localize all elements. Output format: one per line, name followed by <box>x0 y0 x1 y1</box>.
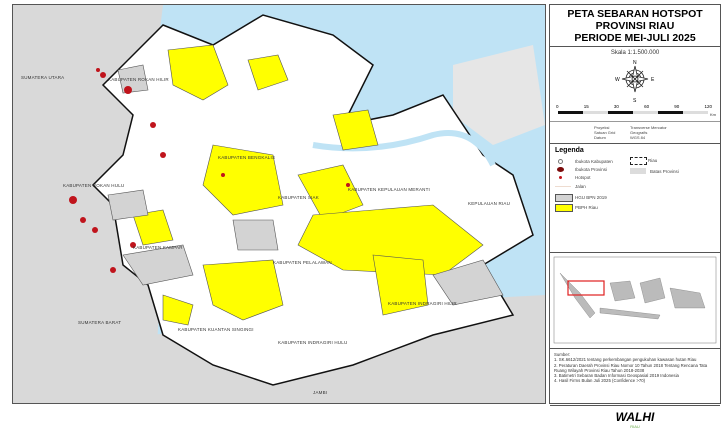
logo-sub: RIAU <box>630 424 640 429</box>
islands-east <box>453 45 545 145</box>
projection-value: Transverse Mercator <box>630 125 667 130</box>
tick: 120 <box>704 104 712 109</box>
compass-w: W <box>615 77 620 83</box>
source-item: 3. Batimetri Sebaran Badan Informasi Geo… <box>554 373 679 379</box>
inset-map-canvas <box>553 256 717 344</box>
label-rokan-hulu: KABUPATEN ROKAN HULU <box>63 183 125 188</box>
sources-title: Sumber: <box>554 352 571 357</box>
label-kepulauan-riau: KEPULAUAN RIAU <box>468 201 511 206</box>
source-item: 2. Peraturan Daerah Provinsi Riau Nomor … <box>554 362 708 373</box>
legend-label: Batas Provinsi <box>650 169 679 174</box>
datum-value: WGS 84 <box>630 135 646 140</box>
pbph-areas <box>132 44 484 326</box>
compass-n: N <box>633 60 637 66</box>
map-info-panel: PETA SEBARAN HOTSPOT PROVINSI RIAU PERIO… <box>549 4 721 429</box>
label-jambi: JAMBI <box>313 390 328 395</box>
grid-label: Satuan Grid <box>594 130 616 135</box>
label-kampar: KABUPATEN KAMPAR <box>133 245 183 250</box>
scale-text: Skala 1:1.500.000 <box>610 50 660 56</box>
label-kuantan-singingi: KABUPATEN KUANTAN SINGINGI <box>178 327 254 332</box>
logo-text: WALHI <box>615 410 655 424</box>
map-canvas <box>13 5 545 403</box>
legend-title: Legenda <box>555 147 584 154</box>
dark-red-dot-icon <box>557 167 564 172</box>
tick: 60 <box>644 104 650 109</box>
dashed-box-icon <box>630 157 647 165</box>
projection-label: Proyeksi <box>594 125 610 130</box>
yellow-box-icon <box>555 204 573 212</box>
scale-section: Skala 1:1.500.000 N E S W 0 15 30 60 90 … <box>550 47 720 144</box>
label-sumatera-barat: SUMATERA BARAT <box>78 320 122 325</box>
label-sumatera-utara: SUMATERA UTARA <box>21 75 65 80</box>
tick: 90 <box>674 104 680 109</box>
title-line-3: PERIODE MEI-JULI 2025 <box>574 32 696 44</box>
sources: Sumber: 1. SK.6612/2021 tentang perkemba… <box>550 349 720 406</box>
map-frame: SUMATERA UTARA KABUPATEN ROKAN HILIR KAB… <box>12 4 546 404</box>
legend-label: Ibukota Provinsi <box>575 167 608 172</box>
inset-map <box>550 253 720 349</box>
tick: 0 <box>556 104 559 109</box>
projection-values: Transverse Mercator Geografis WGS 84 <box>630 125 667 140</box>
label-pelalawan: KABUPATEN PELALAWAN <box>273 260 332 265</box>
hotspots <box>69 68 350 273</box>
circle-dot-icon <box>558 159 563 164</box>
compass-s: S <box>633 98 637 104</box>
label-indragiri-hulu: KABUPATEN INDRAGIRI HULU <box>278 340 348 345</box>
legend: Legenda Ibukota Kabupaten Ibukota Provin… <box>550 144 720 253</box>
legend-label: Hotspot <box>575 175 591 180</box>
grid-value: Geografis <box>630 130 648 135</box>
tick: 30 <box>613 104 619 109</box>
map-title: PETA SEBARAN HOTSPOT PROVINSI RIAU PERIO… <box>550 5 720 47</box>
scale-bar <box>558 111 708 114</box>
label-indragiri-hilir: KABUPATEN INDRAGIRI HILIR <box>388 301 457 306</box>
scale-unit: Km <box>710 112 716 117</box>
projection-labels: Proyeksi Satuan Grid Datum <box>594 125 615 140</box>
red-dot-icon <box>559 176 562 179</box>
title-line-2: PROVINSI RIAU <box>595 20 675 32</box>
label-meranti: KABUPATEN KEPULAUAN MERANTI <box>348 187 430 192</box>
light-gray-box-icon <box>630 168 646 174</box>
compass-e: E <box>651 77 655 83</box>
label-rokan-hilir: KABUPATEN ROKAN HILIR <box>108 77 169 82</box>
label-siak: KABUPATEN SIAK <box>278 195 319 200</box>
tick: 15 <box>583 104 589 109</box>
road-line-icon <box>555 186 571 187</box>
scale-ticks: 0 15 30 60 90 120 <box>556 104 712 109</box>
walhi-logo: WALHI RIAU <box>550 406 720 429</box>
legend-label: Riau <box>648 158 658 163</box>
source-item: 1. SK.6612/2021 tentang perkembangan pen… <box>554 357 697 363</box>
compass-icon: N E S W <box>615 60 655 104</box>
source-item: 4. Hasil Firms Bulan Juli 2025 (Confiden… <box>554 378 646 384</box>
legend-label: Ibukota Kabupaten <box>575 159 613 164</box>
gray-box-icon <box>555 194 573 202</box>
datum-label: Datum <box>594 135 606 140</box>
title-line-1: PETA SEBARAN HOTSPOT <box>567 8 703 20</box>
legend-label: PBPH Riau <box>575 205 598 210</box>
hgu-areas <box>107 64 504 306</box>
legend-label: HGU BPN 2019 <box>575 195 607 200</box>
label-bengkalis: KABUPATEN BENGKALIS <box>218 155 276 160</box>
legend-label: Jalan <box>575 184 586 189</box>
inset-extent-frame <box>567 280 605 296</box>
